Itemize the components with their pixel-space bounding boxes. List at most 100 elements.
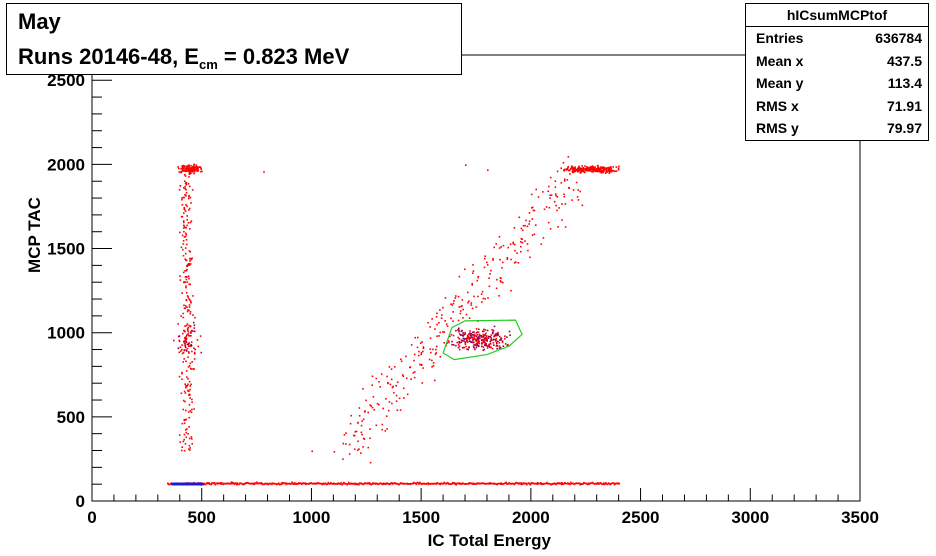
data-point [549, 483, 551, 485]
data-point [480, 335, 483, 337]
data-point [492, 257, 494, 260]
data-point [188, 306, 191, 308]
data-point [177, 347, 180, 350]
data-point [181, 446, 183, 448]
data-point [184, 185, 186, 188]
data-point [185, 305, 187, 307]
data-point [188, 365, 191, 367]
data-point [193, 170, 196, 172]
data-point [477, 341, 479, 343]
data-point [430, 483, 432, 485]
data-point [357, 483, 359, 485]
data-point [459, 310, 462, 312]
data-point [185, 232, 187, 235]
data-point [185, 337, 188, 340]
data-point [525, 219, 527, 222]
data-point [556, 196, 559, 198]
data-point [181, 372, 183, 375]
data-point [330, 482, 332, 484]
data-point [492, 342, 495, 344]
data-point [495, 287, 498, 290]
data-point [384, 430, 387, 432]
data-point [542, 237, 545, 239]
data-point [184, 418, 187, 421]
data-point [422, 346, 425, 348]
data-point [187, 222, 190, 224]
data-point [190, 411, 193, 414]
data-point [274, 483, 276, 485]
x-tick-label: 2500 [622, 508, 660, 527]
data-point [178, 375, 181, 378]
data-point [375, 377, 378, 380]
data-point [183, 224, 185, 227]
data-point [477, 337, 480, 339]
data-point [575, 181, 578, 184]
data-point [537, 196, 540, 198]
data-point [339, 483, 342, 485]
data-point [193, 172, 195, 175]
data-point [413, 353, 416, 356]
data-point [183, 221, 185, 224]
data-point [182, 220, 185, 222]
data-point [189, 221, 192, 224]
data-point [606, 171, 609, 173]
data-point [593, 168, 596, 171]
data-point [481, 290, 484, 293]
data-point [231, 482, 233, 485]
data-point [418, 481, 421, 484]
data-point [270, 483, 272, 485]
data-point [183, 433, 186, 436]
data-point [369, 404, 371, 406]
data-point [525, 482, 527, 485]
data-point [483, 348, 485, 351]
data-point [472, 339, 474, 342]
data-point [483, 338, 485, 341]
data-point [510, 258, 512, 261]
data-point [364, 410, 366, 412]
data-point [550, 194, 553, 196]
data-point [495, 341, 498, 344]
data-point [422, 482, 424, 485]
x-tick-label: 3000 [731, 508, 769, 527]
data-point [313, 482, 315, 485]
data-point [603, 168, 606, 170]
data-point [561, 219, 563, 221]
stats-box: hICsumMCPtof Entries 636784 Mean x 437.5 M… [745, 3, 929, 141]
data-point [611, 170, 613, 173]
data-point [403, 397, 405, 399]
data-point [541, 483, 544, 485]
data-point [612, 482, 614, 484]
data-point [188, 250, 191, 252]
data-point [400, 360, 403, 363]
data-point [402, 387, 405, 390]
data-point [521, 241, 524, 244]
data-point [180, 168, 183, 170]
data-point [466, 348, 468, 350]
data-point [488, 285, 491, 288]
data-point [572, 166, 574, 169]
data-point [516, 482, 519, 484]
data-point [179, 231, 181, 234]
data-point [358, 483, 360, 486]
data-point [470, 334, 473, 337]
data-point [388, 366, 391, 368]
data-point [468, 300, 470, 302]
data-point [599, 169, 602, 172]
data-point [612, 169, 614, 172]
data-point [193, 351, 196, 354]
data-point [531, 234, 534, 236]
data-point [235, 482, 237, 485]
data-point [495, 340, 497, 342]
data-point [371, 406, 374, 409]
data-point [217, 482, 219, 484]
data-point [185, 203, 187, 206]
data-point [181, 215, 184, 218]
data-point [494, 339, 496, 341]
data-point [400, 358, 402, 361]
data-point [184, 307, 186, 309]
data-point [189, 228, 191, 230]
data-point [463, 483, 466, 485]
data-point [563, 180, 566, 182]
data-point [186, 265, 188, 267]
data-point [567, 482, 569, 484]
